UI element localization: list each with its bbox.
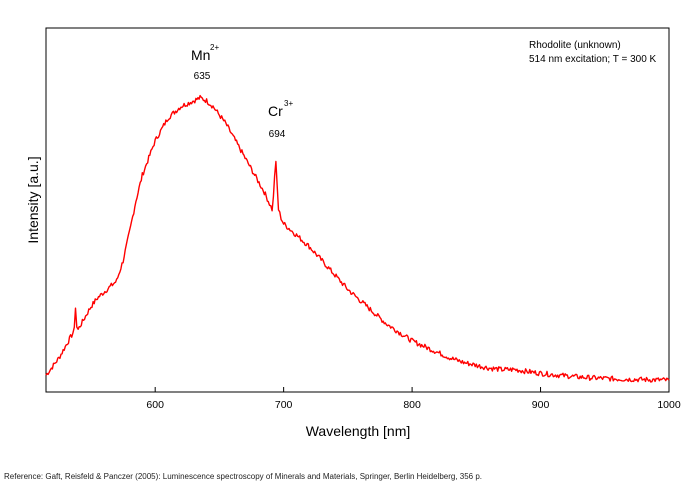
cr-ion-label: Cr xyxy=(268,103,283,119)
mn-peak-value: 635 xyxy=(194,71,211,82)
mn-charge-label: 2+ xyxy=(210,43,219,52)
cr-annotation: Cr 3+ 694 xyxy=(268,99,293,140)
reference-citation: Reference: Gaft, Reisfeld & Panczer (200… xyxy=(4,472,482,481)
x-tick-label: 700 xyxy=(275,399,293,411)
plot-frame xyxy=(46,28,669,392)
info-box-line2: 514 nm excitation; T = 300 K xyxy=(529,54,657,65)
info-box-line1: Rhodolite (unknown) xyxy=(529,40,621,51)
cr-charge-label: 3+ xyxy=(284,99,293,108)
x-axis-title: Wavelength [nm] xyxy=(306,423,411,439)
x-tick-label: 900 xyxy=(532,399,550,411)
x-tick-label: 600 xyxy=(146,399,164,411)
x-axis-tick-labels: 600 700 800 900 1000 xyxy=(146,399,680,411)
x-tick-label: 1000 xyxy=(657,399,681,411)
mn-ion-label: Mn xyxy=(191,47,210,63)
y-axis-title: Intensity [a.u.] xyxy=(25,156,41,243)
x-tick-label: 800 xyxy=(403,399,421,411)
mn-annotation: Mn 2+ 635 xyxy=(191,43,219,82)
x-axis-ticks xyxy=(155,387,669,392)
spectrum-chart: 600 700 800 900 1000 Wavelength [nm] Intensi… xyxy=(0,0,700,470)
cr-peak-value: 694 xyxy=(269,129,286,140)
spectrum-series-line xyxy=(46,96,669,382)
